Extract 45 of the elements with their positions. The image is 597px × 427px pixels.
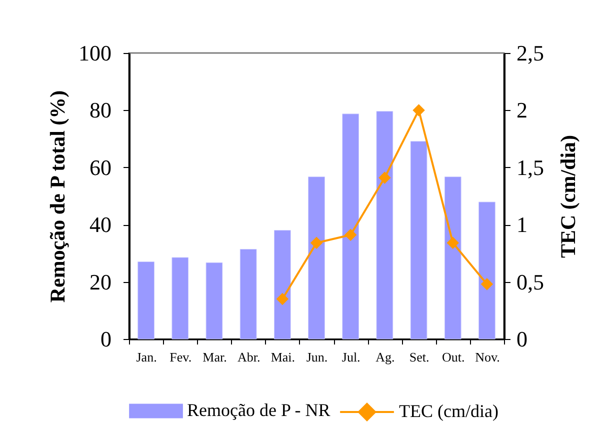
- x-tick-label: Abr.: [237, 350, 260, 364]
- bar: [138, 262, 154, 340]
- bar: [308, 176, 325, 340]
- legend-label: TEC (cm/dia): [399, 401, 498, 421]
- y-tick-label: 60: [90, 154, 112, 180]
- x-tick-label: Jan.: [136, 350, 157, 364]
- point: [276, 292, 289, 306]
- y2-tick-label: 0,5: [516, 269, 544, 294]
- point: [480, 278, 494, 290]
- y-axis-title: Remoção de P total (%): [46, 90, 70, 303]
- bar: [172, 257, 189, 340]
- point: [310, 236, 323, 250]
- y-tick-label: 20: [90, 269, 112, 294]
- x-tick-label: Fev.: [170, 350, 192, 364]
- x-tick-label: Mar.: [202, 350, 227, 364]
- bar: [444, 176, 462, 340]
- y-tick-label: 40: [90, 212, 112, 238]
- point: [446, 236, 459, 250]
- x-tick-label: Nov.: [475, 350, 500, 364]
- x-tick-label: Set.: [409, 350, 430, 364]
- bar: [240, 248, 257, 340]
- y2-tick-label: 1: [516, 212, 528, 238]
- x-tick-label: Out.: [442, 350, 465, 364]
- y2-tick-label: 2,5: [516, 40, 544, 66]
- legend-label: Remoção de P - NR: [187, 400, 330, 420]
- point: [378, 172, 391, 184]
- x-tick-label: Ag.: [376, 350, 395, 364]
- y2-axis-title: TEC (cm/dia): [556, 134, 580, 258]
- y-tick-label: 100: [78, 40, 112, 66]
- y-tick-label: 0: [100, 326, 112, 352]
- point: [344, 228, 357, 242]
- bar: [410, 141, 428, 340]
- x-tick-label: Mai.: [270, 350, 296, 364]
- bar: [376, 111, 394, 340]
- y2-tick-label: 1,5: [516, 154, 544, 180]
- x-tick-label: Jul.: [342, 350, 360, 364]
- y-tick-label: 80: [90, 98, 112, 123]
- y2-tick-label: 0: [516, 326, 528, 352]
- y2-tick-label: 2: [516, 98, 528, 123]
- bar: [478, 202, 496, 340]
- x-tick-label: Jun.: [306, 350, 328, 364]
- point: [412, 104, 425, 116]
- bar: [274, 230, 291, 340]
- bar: [206, 262, 223, 340]
- bar: [342, 114, 360, 340]
